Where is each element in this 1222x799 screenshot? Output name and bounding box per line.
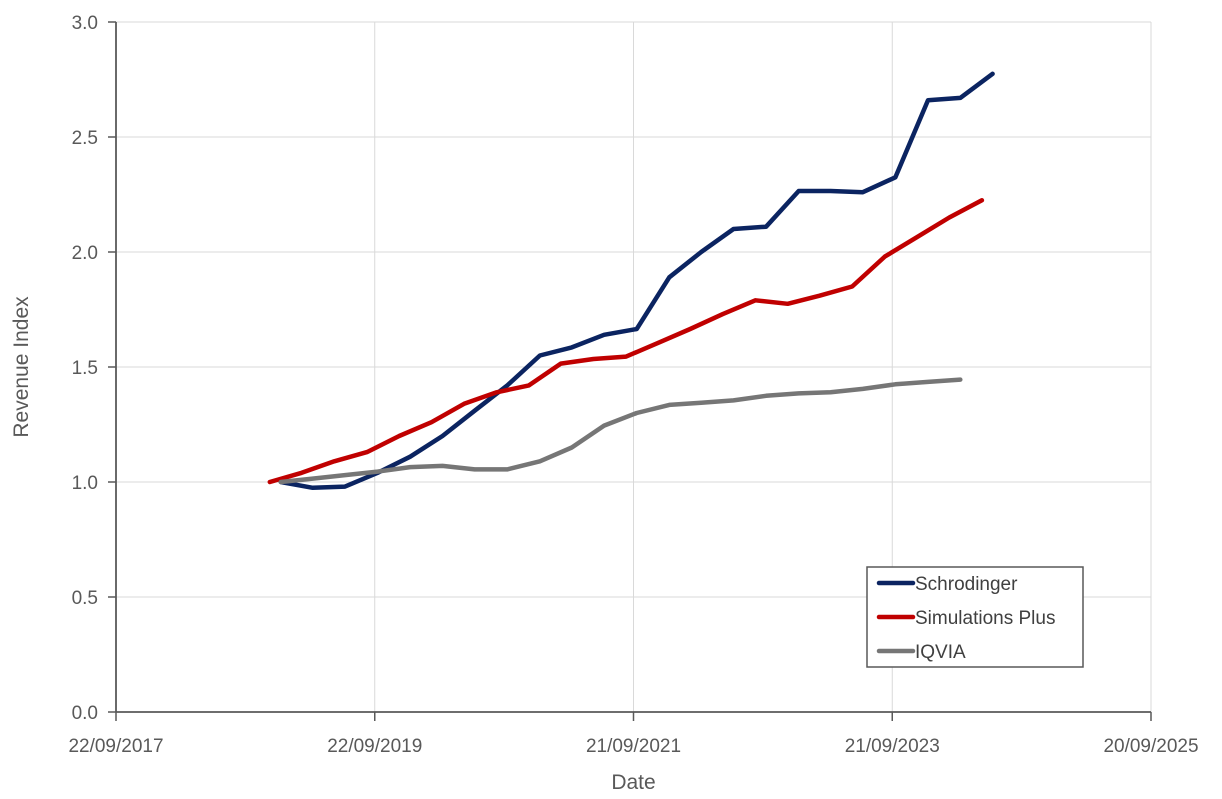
y-tick-label: 3.0 xyxy=(72,13,98,34)
x-tick-label: 20/09/2025 xyxy=(1103,736,1198,757)
series-lines xyxy=(267,71,995,491)
x-tick-labels: 22/09/2017 22/09/2019 21/09/2021 21/09/2023… xyxy=(68,736,1198,757)
y-tick-label: 0.0 xyxy=(72,703,98,724)
x-axis-title: Date xyxy=(611,771,655,794)
y-axis-title: Revenue Index xyxy=(10,296,33,438)
y-tick-label: 2.5 xyxy=(72,128,98,149)
legend-label: Simulations Plus xyxy=(915,608,1055,629)
x-tick-label: 22/09/2019 xyxy=(327,736,422,757)
series-line-simulations-plus xyxy=(267,198,985,485)
legend-label: IQVIA xyxy=(915,642,966,663)
y-tick-label: 1.5 xyxy=(72,358,98,379)
legend: Schrodinger Simulations Plus IQVIA xyxy=(866,566,1084,668)
y-tick-label: 2.0 xyxy=(72,243,98,264)
x-tick-label: 21/09/2023 xyxy=(845,736,940,757)
series-line-iqvia xyxy=(278,377,963,485)
y-tick-labels: 0.0 0.5 1.0 1.5 2.0 2.5 3.0 xyxy=(72,13,98,724)
y-tick-label: 0.5 xyxy=(72,588,98,609)
legend-label: Schrodinger xyxy=(915,574,1018,595)
x-tick-label: 21/09/2021 xyxy=(586,736,681,757)
y-tick-label: 1.0 xyxy=(72,473,98,494)
series-line-schrodinger xyxy=(278,71,995,491)
axes xyxy=(108,21,1152,721)
x-tick-label: 22/09/2017 xyxy=(68,736,163,757)
